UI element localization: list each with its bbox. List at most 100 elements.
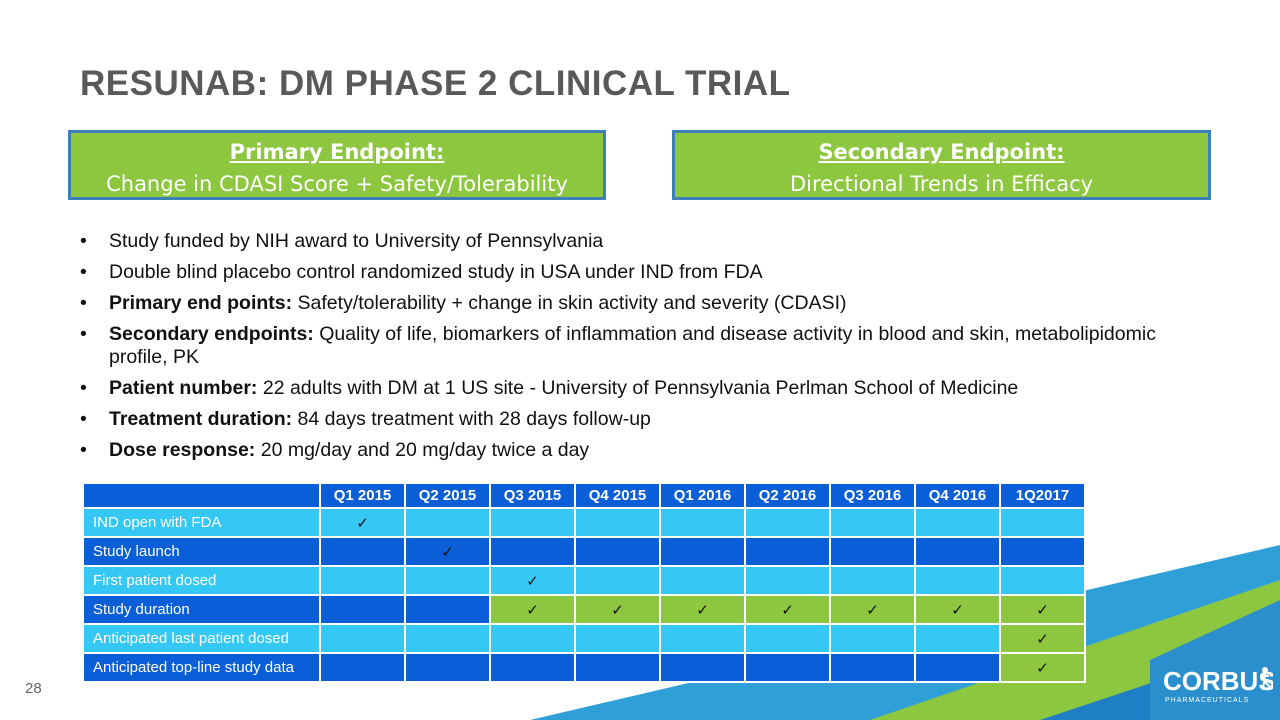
timeline-cell [914, 565, 1001, 596]
bullet-text: Double blind placebo control randomized … [109, 261, 763, 283]
bullet-dot: • [80, 230, 87, 252]
timeline-row: Study launch ✓ [82, 536, 1086, 567]
timeline-cell [744, 536, 831, 567]
timeline-cell: ✓ [659, 594, 746, 625]
timeline-cell: ✓ [574, 594, 661, 625]
bullet-bold-label: Primary end points: [109, 292, 293, 314]
timeline-cell [829, 536, 916, 567]
primary-endpoint-text: Change in CDASI Score + Safety/Tolerabil… [106, 172, 568, 196]
bullet-dot: • [80, 408, 87, 430]
timeline-cell [744, 623, 831, 654]
timeline-cell [659, 623, 746, 654]
bullet-text: Study funded by NIH award to University … [109, 230, 604, 252]
checkmark-icon: ✓ [526, 600, 539, 619]
timeline-row: First patient dosed ✓ [82, 565, 1086, 596]
bullet-bold-label: Secondary endpoints: [109, 323, 314, 345]
timeline-row-label: Anticipated top-line study data [82, 652, 321, 683]
bullet-item: • Study funded by NIH award to University… [80, 230, 1200, 253]
bullet-dot: • [80, 292, 87, 314]
bullet-item: • Patient number: 22 adults with DM at 1 … [80, 377, 1200, 400]
timeline-cell: ✓ [999, 594, 1086, 625]
timeline-cell: ✓ [744, 594, 831, 625]
bullet-bold-label: Patient number: [109, 377, 258, 399]
timeline-corner-cell [82, 482, 321, 509]
bullet-item: • Dose response: 20 mg/day and 20 mg/day … [80, 439, 1200, 462]
timeline-cell: ✓ [999, 623, 1086, 654]
checkmark-icon: ✓ [1036, 658, 1049, 677]
timeline-cell [489, 536, 576, 567]
logo-tagline: PHARMACEUTICALS [1165, 697, 1249, 704]
timeline-cell [489, 507, 576, 538]
timeline-cell [659, 565, 746, 596]
checkmark-icon: ✓ [866, 600, 879, 619]
timeline-cell [574, 623, 661, 654]
timeline-cell: ✓ [999, 652, 1086, 683]
bullet-text: 22 adults with DM at 1 US site - Univers… [257, 377, 1019, 399]
timeline-cell [829, 623, 916, 654]
timeline-cell [319, 565, 406, 596]
timeline-column-header: Q1 2015 [319, 482, 406, 509]
timeline-column-header: Q1 2016 [659, 482, 746, 509]
timeline-cell [659, 536, 746, 567]
timeline-cell [829, 652, 916, 683]
timeline-cell [489, 652, 576, 683]
timeline-cell [574, 652, 661, 683]
timeline-cell [659, 507, 746, 538]
checkmark-icon: ✓ [696, 600, 709, 619]
bullet-text: Safety/tolerability + change in skin act… [292, 292, 847, 314]
checkmark-icon: ✓ [1036, 629, 1049, 648]
bullet-item: • Secondary endpoints: Quality of life, b… [80, 323, 1200, 369]
bullet-text: Quality of life, biomarkers of inflammat… [109, 323, 1156, 368]
primary-endpoint-heading: Primary Endpoint: [229, 140, 445, 164]
timeline-cell [829, 565, 916, 596]
timeline-cell [404, 507, 491, 538]
logo-name: CORBUS [1163, 666, 1273, 696]
timeline-cell [914, 623, 1001, 654]
timeline-cell: ✓ [489, 565, 576, 596]
timeline-cell [999, 565, 1086, 596]
timeline-row: IND open with FDA ✓ [82, 507, 1086, 538]
bullet-bold-label: Treatment duration: [109, 408, 293, 430]
bullet-item: • Treatment duration: 84 days treatment w… [80, 408, 1200, 431]
timeline-cell [744, 652, 831, 683]
timeline-cell [914, 652, 1001, 683]
timeline-cell [744, 565, 831, 596]
secondary-endpoint-heading: Secondary Endpoint: [818, 140, 1065, 164]
bullet-dot: • [80, 261, 87, 283]
timeline-column-header: Q2 2016 [744, 482, 831, 509]
timeline-cell [829, 507, 916, 538]
checkmark-icon: ✓ [951, 600, 964, 619]
timeline-column-header: Q4 2015 [574, 482, 661, 509]
bullet-text: 84 days treatment with 28 days follow-up [292, 408, 651, 430]
timeline-cell [574, 507, 661, 538]
timeline-cell [914, 536, 1001, 567]
timeline-cell: ✓ [404, 536, 491, 567]
timeline-column-header: Q3 2015 [489, 482, 576, 509]
bullet-dot: • [80, 323, 87, 345]
bullet-list: • Study funded by NIH award to University… [80, 230, 1200, 470]
timeline-column-header: Q3 2016 [829, 482, 916, 509]
timeline-cell: ✓ [914, 594, 1001, 625]
timeline-cell [319, 623, 406, 654]
page-number: 28 [25, 680, 42, 697]
timeline-cell [744, 507, 831, 538]
timeline-cell [319, 536, 406, 567]
checkmark-icon: ✓ [1036, 600, 1049, 619]
primary-endpoint-box: Primary Endpoint: Change in CDASI Score … [68, 130, 606, 200]
corbus-logo: CORBUS PHARMACEUTICALS [1163, 666, 1273, 704]
timeline-row-label: Anticipated last patient dosed [82, 623, 321, 654]
bullet-item: • Primary end points: Safety/tolerability… [80, 292, 1200, 315]
timeline-row-label: First patient dosed [82, 565, 321, 596]
bullet-item: • Double blind placebo control randomized… [80, 261, 1200, 284]
timeline-cell [574, 565, 661, 596]
page-title: RESUNAB: DM PHASE 2 CLINICAL TRIAL [80, 64, 791, 103]
timeline-cell [404, 565, 491, 596]
timeline-cell [914, 507, 1001, 538]
bullet-dot: • [80, 439, 87, 461]
timeline-row: Anticipated last patient dosed ✓ [82, 623, 1086, 654]
bullet-dot: • [80, 377, 87, 399]
timeline-cell [319, 652, 406, 683]
timeline-cell: ✓ [489, 594, 576, 625]
timeline-cell [489, 623, 576, 654]
bullet-text: 20 mg/day and 20 mg/day twice a day [255, 439, 590, 461]
